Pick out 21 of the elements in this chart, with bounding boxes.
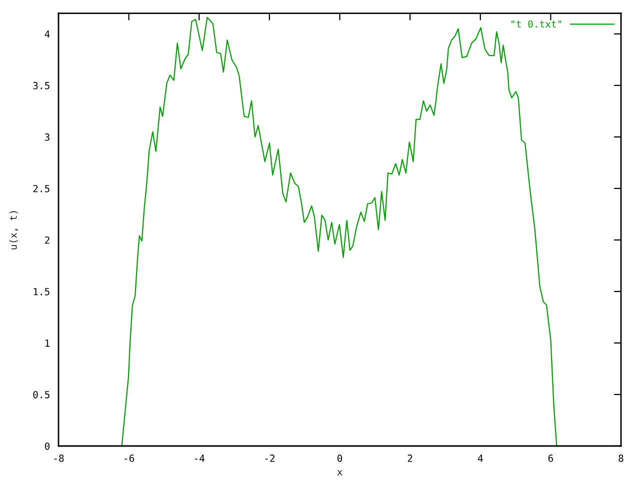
x-tick-label: 0	[337, 454, 342, 462]
y-tick-label: 4	[44, 30, 50, 38]
y-axis-title: u(x, t)	[9, 211, 18, 250]
x-tick-label: 8	[618, 454, 624, 462]
y-tick-label: 2	[45, 236, 50, 244]
legend-label: "t 0.txt"	[512, 20, 562, 28]
x-tick-label: -6	[124, 454, 134, 462]
y-tick-label: 3.5	[33, 82, 50, 90]
y-tick-label: 1.5	[34, 288, 50, 296]
y-tick-label: 3	[44, 133, 50, 141]
x-tick-label: -4	[194, 454, 205, 462]
y-tick-label: 0.5	[33, 390, 50, 398]
x-axis-title: x	[337, 470, 342, 476]
y-tick-label: 1	[45, 340, 50, 347]
y-tick-label: 0	[44, 442, 50, 450]
x-tick-label: 6	[548, 454, 553, 462]
x-tick-label: -8	[54, 454, 64, 462]
x-tick-label: 4	[478, 454, 483, 462]
y-tick-label: 2.5	[33, 184, 50, 192]
x-tick-label: -2	[265, 454, 274, 462]
x-tick-label: 2	[408, 454, 412, 462]
